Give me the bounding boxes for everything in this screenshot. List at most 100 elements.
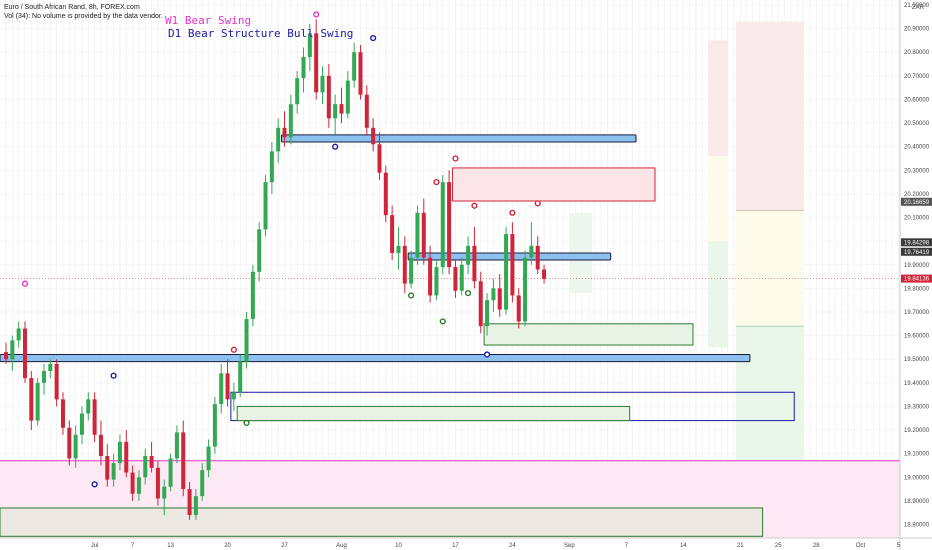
price-flag-bg — [901, 247, 932, 256]
demand-zone — [483, 323, 694, 346]
candle-body — [225, 373, 230, 400]
candle-body — [396, 245, 401, 253]
candle-body — [35, 382, 40, 421]
candle-body — [466, 245, 471, 265]
candle-body — [320, 75, 325, 93]
candle-body — [29, 378, 34, 421]
candle-body — [263, 182, 268, 230]
price-flag-bg — [901, 274, 932, 283]
candle-body — [485, 300, 490, 327]
y-tick-label: 20.90000 — [904, 27, 930, 33]
chart-header: Euro / South African Rand, 8h, FOREX.com… — [4, 3, 163, 21]
candle-body — [491, 288, 496, 301]
candle-body — [288, 104, 293, 138]
swing-marker — [509, 209, 516, 216]
candle-body — [390, 215, 395, 253]
candle-body — [98, 434, 103, 457]
candle-body — [48, 363, 53, 372]
w1-annotation: W1 Bear Swing — [165, 14, 252, 27]
candle-body — [383, 172, 388, 216]
candle-body — [402, 245, 407, 284]
candle-body — [510, 234, 515, 296]
price-flag-bg — [901, 238, 932, 247]
candle-body — [105, 456, 110, 480]
candle-body — [155, 467, 160, 499]
y-tick-label: 19.90000 — [904, 263, 930, 269]
candle-body — [497, 288, 502, 310]
candle-body — [314, 33, 319, 93]
swing-marker — [21, 280, 29, 287]
swing-marker — [91, 481, 98, 488]
swing-marker — [471, 202, 478, 209]
y-tick-label: 20.70000 — [904, 74, 930, 80]
candle-body — [523, 257, 528, 322]
price-flag: 20.16659 — [901, 197, 932, 206]
y-tick-label: 19.60000 — [904, 334, 930, 340]
swing-marker — [464, 289, 472, 297]
swing-marker — [332, 143, 339, 150]
candle-body — [22, 328, 27, 379]
swing-marker — [433, 179, 440, 186]
y-tick-label: 19.70000 — [904, 310, 930, 316]
candle-body — [504, 234, 509, 310]
candle-body — [79, 413, 84, 435]
candle-body — [4, 352, 8, 360]
y-tick-label: 20.20000 — [904, 192, 930, 198]
y-tick-label: 20.30000 — [904, 168, 930, 174]
candle-body — [409, 257, 414, 284]
candle-body — [282, 127, 287, 138]
x-tick-label: 14 — [680, 543, 687, 549]
price-flag-label: 20.16659 — [904, 200, 930, 206]
candle-body — [60, 399, 65, 428]
candle-body — [73, 434, 78, 459]
candle-body — [117, 441, 122, 464]
candle-body — [193, 496, 198, 516]
candle-body — [136, 477, 141, 494]
candle-body — [257, 229, 262, 272]
candle-body — [535, 245, 540, 270]
y-tick-label: 20.80000 — [904, 50, 930, 56]
candle-body — [143, 456, 148, 478]
candle-body — [529, 245, 534, 258]
x-tick-label: 13 — [167, 543, 174, 549]
candle-body — [250, 271, 255, 320]
candle-body — [453, 267, 458, 291]
price-flag: 19.76419 — [901, 247, 932, 256]
candle-body — [421, 212, 426, 258]
candle-body — [472, 245, 477, 282]
volume-note: Vol (34): No volume is provided by the d… — [4, 13, 163, 20]
symbol-title: Euro / South African Rand, 8h, FOREX.com — [4, 4, 140, 11]
candle-body — [212, 404, 217, 447]
candle-body — [244, 319, 249, 362]
candle-body — [478, 281, 483, 327]
price-flag: 19.84136 — [901, 274, 932, 283]
candle-body — [364, 94, 369, 128]
candle-body — [516, 295, 521, 322]
y-tick-label: 19.80000 — [904, 286, 930, 292]
d1-annotation: D1 Bear Structure Bull Swing — [168, 27, 354, 40]
y-tick-label: 19.20000 — [904, 428, 930, 434]
candle-body — [162, 486, 167, 499]
x-tick-label: 28 — [813, 543, 820, 549]
x-tick-label: Oct — [856, 543, 866, 549]
x-tick-label: 17 — [452, 543, 459, 549]
candle-body — [206, 446, 211, 471]
candle-body — [67, 427, 72, 459]
swing-marker — [534, 200, 541, 207]
swing-marker — [439, 318, 446, 325]
candle-body — [459, 264, 464, 291]
x-tick-label: 27 — [281, 543, 288, 549]
candle-body — [124, 441, 129, 473]
price-flag: 19.84298 — [901, 238, 932, 247]
price-flag-label: 19.84298 — [904, 240, 930, 246]
x-tick-label: 7 — [131, 543, 135, 549]
y-tick-label: 18.80000 — [904, 523, 930, 529]
projection-box — [708, 40, 728, 157]
projection-box — [736, 21, 804, 211]
price-flag-bg — [901, 197, 932, 206]
candle-body — [352, 52, 357, 81]
candle-body — [440, 182, 445, 268]
projection-box — [708, 156, 728, 242]
